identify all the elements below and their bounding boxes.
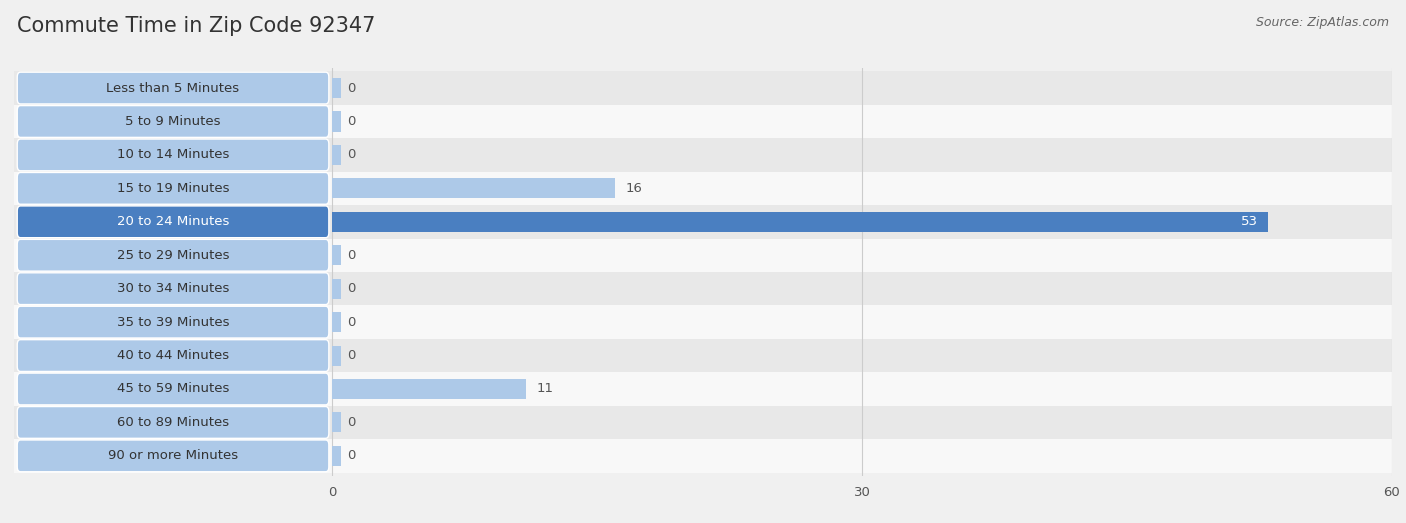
Bar [332, 446, 340, 466]
Bar [14, 339, 1392, 372]
FancyBboxPatch shape [17, 306, 329, 338]
Text: 53: 53 [1240, 215, 1258, 229]
FancyBboxPatch shape [17, 339, 329, 371]
Bar [332, 413, 340, 433]
Bar [332, 245, 340, 265]
Text: 0: 0 [347, 249, 356, 262]
FancyBboxPatch shape [17, 106, 329, 138]
Bar [332, 111, 340, 131]
Bar [14, 439, 1392, 473]
Text: Source: ZipAtlas.com: Source: ZipAtlas.com [1256, 16, 1389, 29]
FancyBboxPatch shape [17, 206, 329, 237]
Text: 0: 0 [347, 149, 356, 162]
Text: 11: 11 [537, 382, 554, 395]
Text: 0: 0 [347, 416, 356, 429]
Bar [14, 138, 1392, 172]
Bar [14, 406, 1392, 439]
Text: 0: 0 [347, 449, 356, 462]
Text: 0: 0 [347, 115, 356, 128]
Bar [14, 105, 1392, 138]
Bar [332, 312, 340, 332]
Text: Commute Time in Zip Code 92347: Commute Time in Zip Code 92347 [17, 16, 375, 36]
Text: 10 to 14 Minutes: 10 to 14 Minutes [117, 149, 229, 162]
Bar [332, 145, 340, 165]
Text: 16: 16 [626, 182, 643, 195]
Text: Less than 5 Minutes: Less than 5 Minutes [107, 82, 239, 95]
Text: 90 or more Minutes: 90 or more Minutes [108, 449, 238, 462]
Text: 25 to 29 Minutes: 25 to 29 Minutes [117, 249, 229, 262]
FancyBboxPatch shape [17, 173, 329, 204]
Text: 35 to 39 Minutes: 35 to 39 Minutes [117, 315, 229, 328]
FancyBboxPatch shape [17, 273, 329, 304]
FancyBboxPatch shape [17, 240, 329, 271]
Text: 5 to 9 Minutes: 5 to 9 Minutes [125, 115, 221, 128]
Text: 30 to 34 Minutes: 30 to 34 Minutes [117, 282, 229, 295]
Bar [14, 238, 1392, 272]
FancyBboxPatch shape [17, 440, 329, 472]
Text: 40 to 44 Minutes: 40 to 44 Minutes [117, 349, 229, 362]
Bar [14, 71, 1392, 105]
Bar [332, 78, 340, 98]
Text: 0: 0 [347, 349, 356, 362]
Text: 0: 0 [347, 282, 356, 295]
Bar [332, 178, 614, 198]
Bar [332, 379, 526, 399]
Text: 0: 0 [347, 82, 356, 95]
Text: 0: 0 [347, 315, 356, 328]
FancyBboxPatch shape [17, 139, 329, 171]
Bar [332, 346, 340, 366]
Bar [14, 205, 1392, 238]
Bar [332, 279, 340, 299]
Bar [14, 272, 1392, 305]
FancyBboxPatch shape [17, 373, 329, 405]
FancyBboxPatch shape [17, 72, 329, 104]
Bar [14, 305, 1392, 339]
Text: 45 to 59 Minutes: 45 to 59 Minutes [117, 382, 229, 395]
Text: 20 to 24 Minutes: 20 to 24 Minutes [117, 215, 229, 229]
Text: 15 to 19 Minutes: 15 to 19 Minutes [117, 182, 229, 195]
Bar [14, 172, 1392, 205]
FancyBboxPatch shape [17, 406, 329, 438]
Bar [332, 212, 1268, 232]
Text: 60 to 89 Minutes: 60 to 89 Minutes [117, 416, 229, 429]
Bar [14, 372, 1392, 406]
